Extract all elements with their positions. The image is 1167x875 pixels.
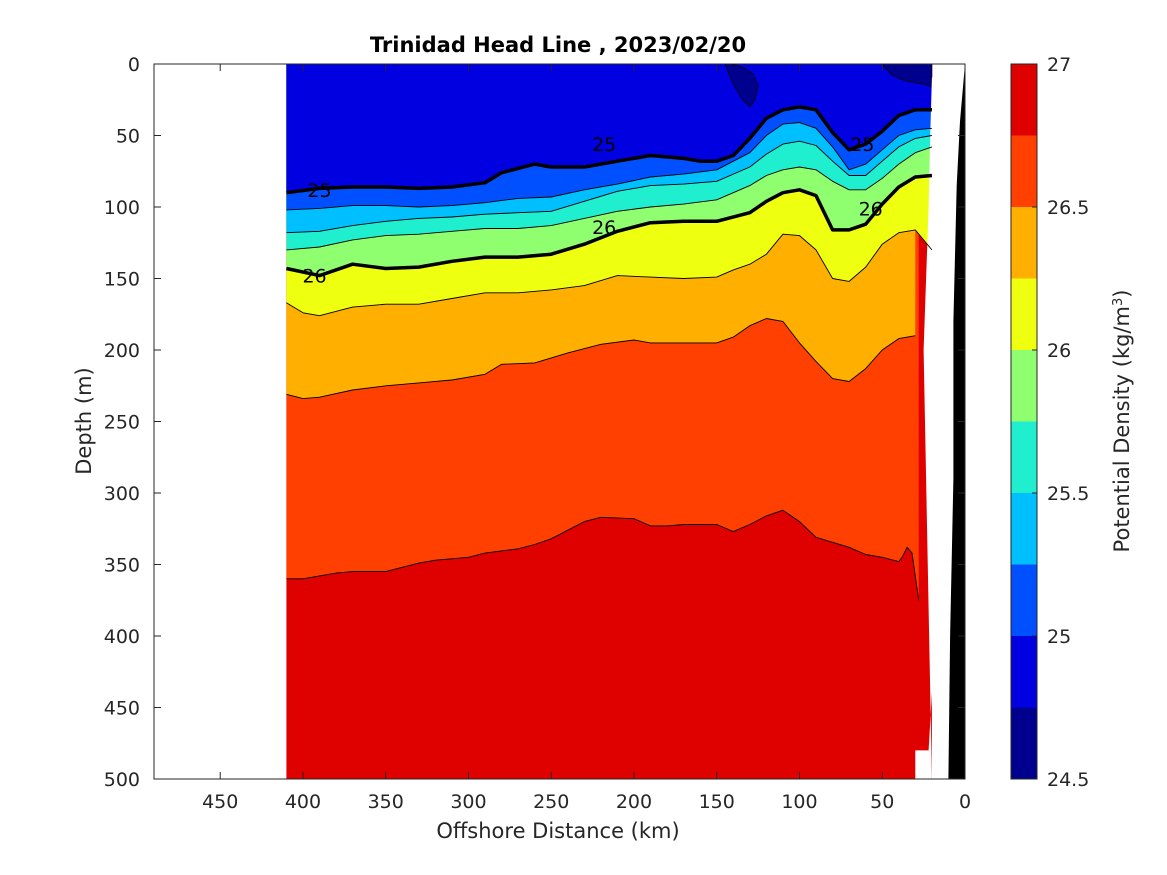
- y-axis-label: Depth (m): [72, 367, 96, 474]
- y-tick-label: 150: [104, 269, 140, 291]
- x-tick-label: 100: [781, 791, 817, 813]
- colorbar-tick-label: 24.5: [1047, 769, 1089, 791]
- contour-label: 25: [307, 180, 331, 202]
- y-tick-label: 300: [104, 483, 140, 505]
- x-tick-label: 0: [959, 791, 971, 813]
- y-tick-label: 400: [104, 626, 140, 648]
- colorbar-swatch: [1011, 493, 1037, 565]
- colorbar-swatch: [1011, 207, 1037, 279]
- contour-label: 26: [302, 266, 326, 288]
- contour-line: [286, 146, 933, 251]
- low-density-patch: [881, 64, 933, 88]
- colorbar-swatch: [1011, 64, 1037, 136]
- contour-label-text: 26: [592, 217, 616, 239]
- x-tick-label: 350: [368, 791, 404, 813]
- chart-title: Trinidad Head Line , 2023/02/20: [370, 33, 746, 57]
- low-density-patch: [724, 64, 759, 108]
- contour-labels: 25 25 25 26 26 26: [302, 134, 883, 288]
- colorbar-swatch: [1011, 135, 1037, 207]
- contour-label-text: 25: [307, 180, 331, 202]
- contour-line: [286, 318, 916, 400]
- y-tick-label: 0: [128, 54, 140, 76]
- contour-label-text: 26: [859, 198, 883, 220]
- contour-label-text: 26: [302, 266, 326, 288]
- colorbar-swatch: [1011, 707, 1037, 779]
- contour-label: 25: [850, 134, 874, 156]
- contour-line-major: [286, 105, 932, 195]
- contour-line-major: [286, 173, 933, 278]
- contour-line: [286, 229, 933, 317]
- contour-label-text: 25: [850, 134, 874, 156]
- contour-line: [286, 509, 920, 601]
- contour-line: [286, 135, 932, 234]
- y-tick-label: 50: [116, 126, 140, 148]
- colorbar-swatch: [1011, 421, 1037, 493]
- x-tick-label: 450: [202, 791, 238, 813]
- x-tick-label: 400: [285, 791, 321, 813]
- contour-label: 25: [592, 134, 616, 156]
- colorbar-tick-label: 26.5: [1047, 197, 1089, 219]
- y-tick-label: 100: [104, 197, 140, 219]
- colorbar-label-superscript: 3: [1111, 298, 1126, 306]
- y-tick-label: 500: [104, 769, 140, 791]
- colorbar: 24.5 25 25.5 26 26.5 27: [1010, 54, 1089, 791]
- y-tick-label: 250: [104, 412, 140, 434]
- colorbar-frame: [1010, 63, 1038, 780]
- colorbar-tick-label: 27: [1047, 54, 1071, 76]
- x-tick-label: 150: [699, 791, 735, 813]
- colorbar-swatch: [1011, 564, 1037, 636]
- plot-area: [286, 64, 965, 779]
- colorbar-tick-label: 25: [1047, 626, 1071, 648]
- x-tick-label: 50: [870, 791, 894, 813]
- x-tick-label: 250: [533, 791, 569, 813]
- x-axis-label: Offshore Distance (km): [436, 819, 679, 843]
- seafloor: [923, 64, 965, 779]
- colorbar-swatch: [1011, 636, 1037, 708]
- y-tick-label: 350: [104, 555, 140, 577]
- colorbar-tick-label: 25.5: [1047, 483, 1089, 505]
- y-tick-label: 450: [104, 698, 140, 720]
- contour-label: 26: [592, 217, 616, 239]
- colorbar-swatch: [1011, 278, 1037, 350]
- x-tick-label: 200: [616, 791, 652, 813]
- y-axis-ticks: 0 50 100 150 200 250 300 350 400 450 500: [104, 54, 965, 791]
- colorbar-label: Potential Density (kg/m3): [1110, 290, 1134, 553]
- contour-label: 26: [859, 198, 883, 220]
- x-tick-label: 300: [450, 791, 486, 813]
- contour-line: [286, 122, 932, 211]
- colorbar-tick-label: 26: [1047, 340, 1071, 362]
- contour-lines: [286, 105, 933, 601]
- contour-label-text: 25: [592, 134, 616, 156]
- colorbar-swatch: [1011, 350, 1037, 422]
- density-band-fill: [286, 64, 932, 193]
- y-tick-label: 200: [104, 340, 140, 362]
- x-axis-ticks: 450 400 350 300 250 200 150 100 50 0: [202, 64, 971, 813]
